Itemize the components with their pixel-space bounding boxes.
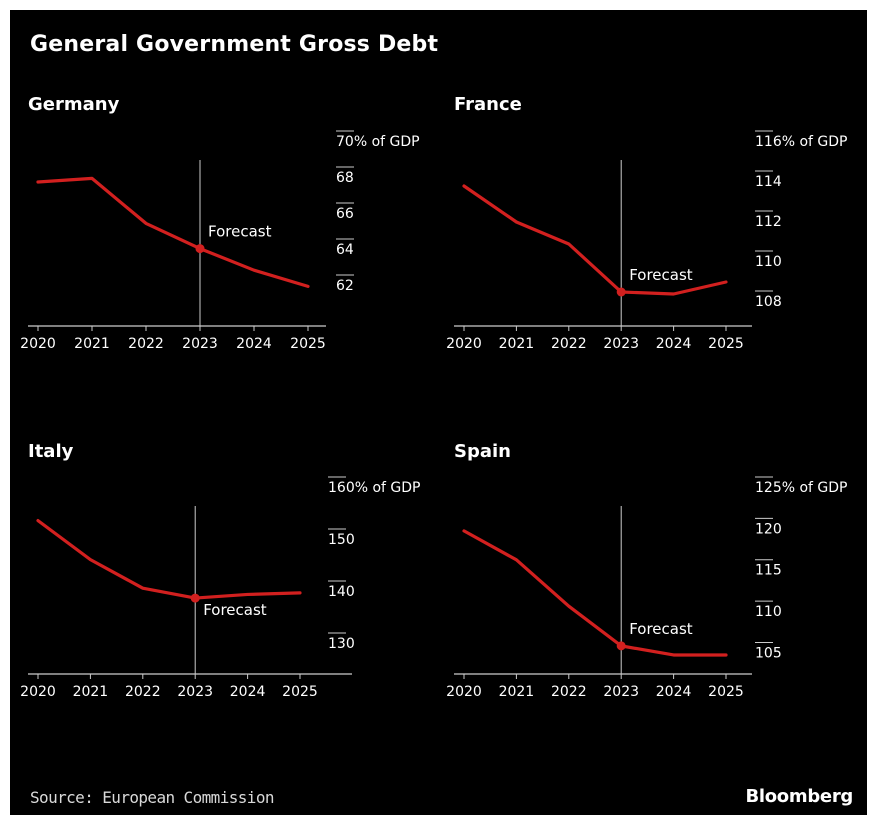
chart-title-germany: Germany xyxy=(28,94,120,115)
x-tick-label: 2024 xyxy=(656,336,692,352)
y-tick-label: 140 xyxy=(328,584,355,600)
chart-title-italy: Italy xyxy=(28,441,74,462)
y-tick-label: 115 xyxy=(755,563,782,579)
series-line xyxy=(36,519,302,600)
forecast-marker xyxy=(616,641,626,651)
charts-canvas: 2020 2021 2022 2023 2024 2025 62 64 66 68 70% of G… xyxy=(20,130,848,700)
y-tick-label: 160% of GDP xyxy=(328,480,421,496)
chart-title-france: France xyxy=(454,94,522,115)
y-tick-label: 150 xyxy=(328,532,355,548)
x-tick-label: 2024 xyxy=(236,336,272,352)
y-tick-label: 70% of GDP xyxy=(336,134,420,150)
x-tick-label: 2024 xyxy=(230,684,266,700)
y-tick-label: 110 xyxy=(755,604,782,620)
y-tick-label: 62 xyxy=(336,278,354,294)
forecast-annotation: Forecast xyxy=(208,223,272,241)
chart-title-spain: Spain xyxy=(454,441,511,462)
brand-logo: Bloomberg xyxy=(745,786,853,807)
x-tick-label: 2025 xyxy=(708,336,744,352)
chart-france: 2020 2021 2022 2023 2024 2025 108 110 112 114 116%… xyxy=(446,130,848,352)
x-tick-label: 2022 xyxy=(128,336,164,352)
x-tick-label: 2025 xyxy=(708,684,744,700)
x-tick-label: 2020 xyxy=(446,684,482,700)
x-tick-label: 2022 xyxy=(551,684,587,700)
y-tick-label: 116% of GDP xyxy=(755,134,848,150)
y-tick-label: 130 xyxy=(328,636,355,652)
source-note: Source: European Commission xyxy=(30,788,274,807)
chart-germany: 2020 2021 2022 2023 2024 2025 62 64 66 68 70% of G… xyxy=(20,130,420,352)
y-tick-label: 105 xyxy=(755,645,782,661)
x-tick-label: 2023 xyxy=(177,684,213,700)
series-line xyxy=(462,184,728,296)
y-tick-label: 125% of GDP xyxy=(755,480,848,496)
x-tick-label: 2021 xyxy=(73,684,109,700)
x-tick-label: 2021 xyxy=(499,684,535,700)
x-tick-label: 2020 xyxy=(20,336,56,352)
chart-frame: General Government Gross Debt Germany Fr… xyxy=(10,10,867,815)
forecast-annotation: Forecast xyxy=(629,266,693,284)
x-tick-label: 2022 xyxy=(551,336,587,352)
y-tick-label: 66 xyxy=(336,206,354,222)
series-line xyxy=(36,176,310,288)
forecast-marker xyxy=(195,244,205,254)
x-tick-label: 2022 xyxy=(125,684,161,700)
x-tick-label: 2021 xyxy=(74,336,110,352)
y-tick-label: 114 xyxy=(755,174,782,190)
y-tick-label: 120 xyxy=(755,521,782,537)
x-tick-label: 2021 xyxy=(499,336,535,352)
page-title: General Government Gross Debt xyxy=(30,32,439,57)
y-tick-label: 68 xyxy=(336,170,354,186)
chart-spain: 2020 2021 2022 2023 2024 2025 105 110 115 120 125%… xyxy=(446,476,848,700)
x-tick-label: 2023 xyxy=(603,684,639,700)
forecast-marker xyxy=(616,287,626,297)
forecast-annotation: Forecast xyxy=(629,620,693,638)
x-tick-label: 2025 xyxy=(282,684,318,700)
y-tick-label: 108 xyxy=(755,294,782,310)
x-tick-label: 2020 xyxy=(446,336,482,352)
x-tick-label: 2024 xyxy=(656,684,692,700)
x-tick-label: 2023 xyxy=(603,336,639,352)
chart-italy: 2020 2021 2022 2023 2024 2025 130 140 150 160% of… xyxy=(20,476,421,700)
x-tick-label: 2025 xyxy=(290,336,326,352)
y-tick-label: 64 xyxy=(336,242,354,258)
x-tick-label: 2020 xyxy=(20,684,56,700)
series-line xyxy=(462,529,728,657)
forecast-marker xyxy=(190,593,200,603)
x-tick-label: 2023 xyxy=(182,336,218,352)
forecast-annotation: Forecast xyxy=(203,601,267,619)
y-tick-label: 112 xyxy=(755,214,782,230)
y-tick-label: 110 xyxy=(755,254,782,270)
